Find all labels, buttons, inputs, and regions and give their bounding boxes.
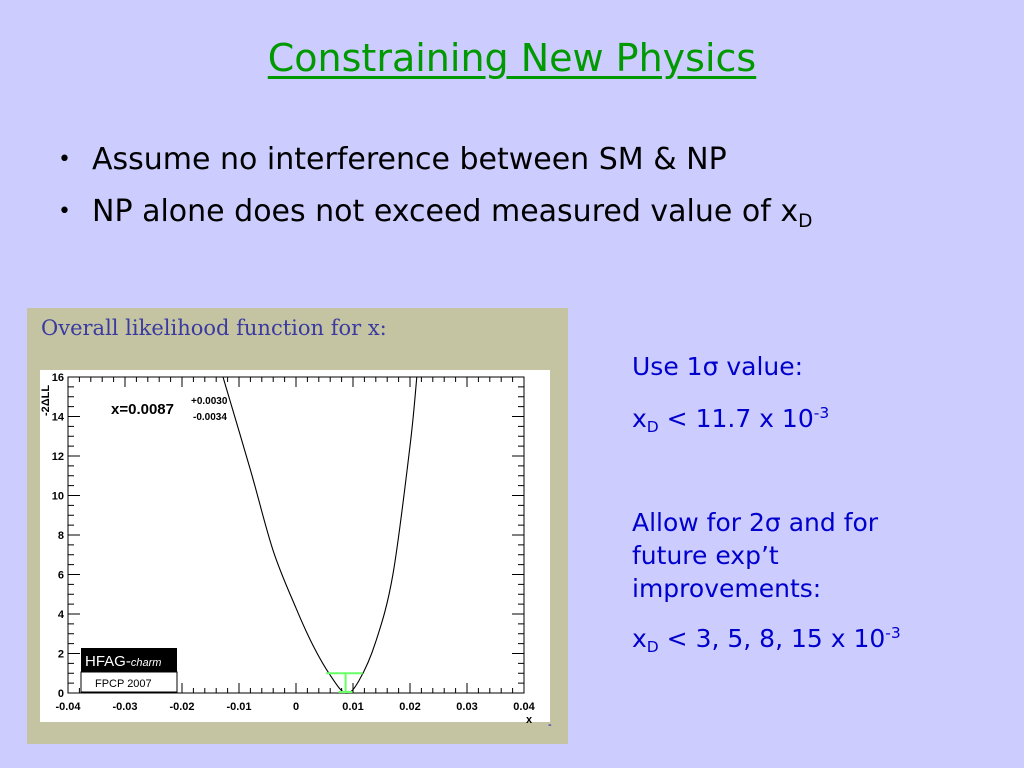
x-tick-label: -0.04 [55,701,81,713]
measurement-minus-error: -0.0034 [193,412,227,423]
y-axis-label: -2ΔLL [40,385,52,416]
limit-future: xD < 3, 5, 8, 15 x 10-3 [632,624,901,656]
slide-title: Constraining New Physics [267,36,757,80]
y-tick-label: 8 [58,530,64,542]
logo-caption-box [80,671,178,693]
y-tick-label: 0 [58,688,64,700]
measurement-value: x=0.0087 [111,401,174,418]
bullet-item: • NP alone does not exceed measured value… [58,192,812,244]
likelihood-curve [222,376,418,694]
bullet-subscript: D [798,211,813,232]
y-tick-label: 10 [52,491,64,503]
bullet-text: NP alone does not exceed measured value … [92,194,799,229]
x-tick-label: -0.02 [169,701,194,713]
hfag-logo-name: HFAG-charm [85,653,161,670]
chart-panel: Overall likelihood function for x: -0.04… [27,308,568,744]
corner-mark: - [548,719,552,731]
x-tick-label: 0.03 [456,701,477,713]
allow-text: Allow for 2σ and for future exp’t improvem… [632,508,879,603]
x-tick-label: 0.04 [513,701,535,713]
bullet-list: • Assume no interference between SM & NP … [58,140,812,244]
y-tick-labels: 0 2 4 6 8 10 12 14 16 [52,372,65,700]
axis-ticks [67,376,525,694]
y-tick-label: 2 [58,649,64,661]
x-tick-label: -0.01 [226,701,251,713]
likelihood-chart: -0.04 -0.03 -0.02 -0.01 0 0.01 0.02 0.03 0.04 0 2… [40,370,552,731]
hfag-logo [81,648,177,672]
logo-caption: FPCP 2007 [95,678,152,690]
chart-title: Overall likelihood function for x: [41,316,387,340]
bullet-item: • Assume no interference between SM & NP [58,140,812,192]
use-sigma-line: Use 1σ value: [632,352,804,381]
measurement-plus-error: +0.0030 [191,396,228,407]
x-tick-label: 0.02 [399,701,420,713]
y-tick-label: 14 [52,412,65,424]
limit-one-sigma: xD < 11.7 x 10-3 [632,404,830,436]
x-tick-labels: -0.04 -0.03 -0.02 -0.01 0 0.01 0.02 0.03 0.04 [55,701,535,713]
bullet-dot: • [58,199,71,224]
bullet-dot: • [58,147,71,172]
bullet-text: Assume no interference between SM & NP [92,142,727,177]
x-tick-label: 0 [293,701,299,713]
x-tick-label: -0.03 [112,701,137,713]
x-tick-label: 0.01 [342,701,363,713]
x-axis-label: x [526,714,533,726]
y-tick-label: 12 [52,451,64,463]
y-tick-label: 4 [58,609,65,621]
one-sigma-interval [326,672,363,693]
y-tick-label: 16 [52,372,64,384]
y-tick-label: 6 [58,570,64,582]
